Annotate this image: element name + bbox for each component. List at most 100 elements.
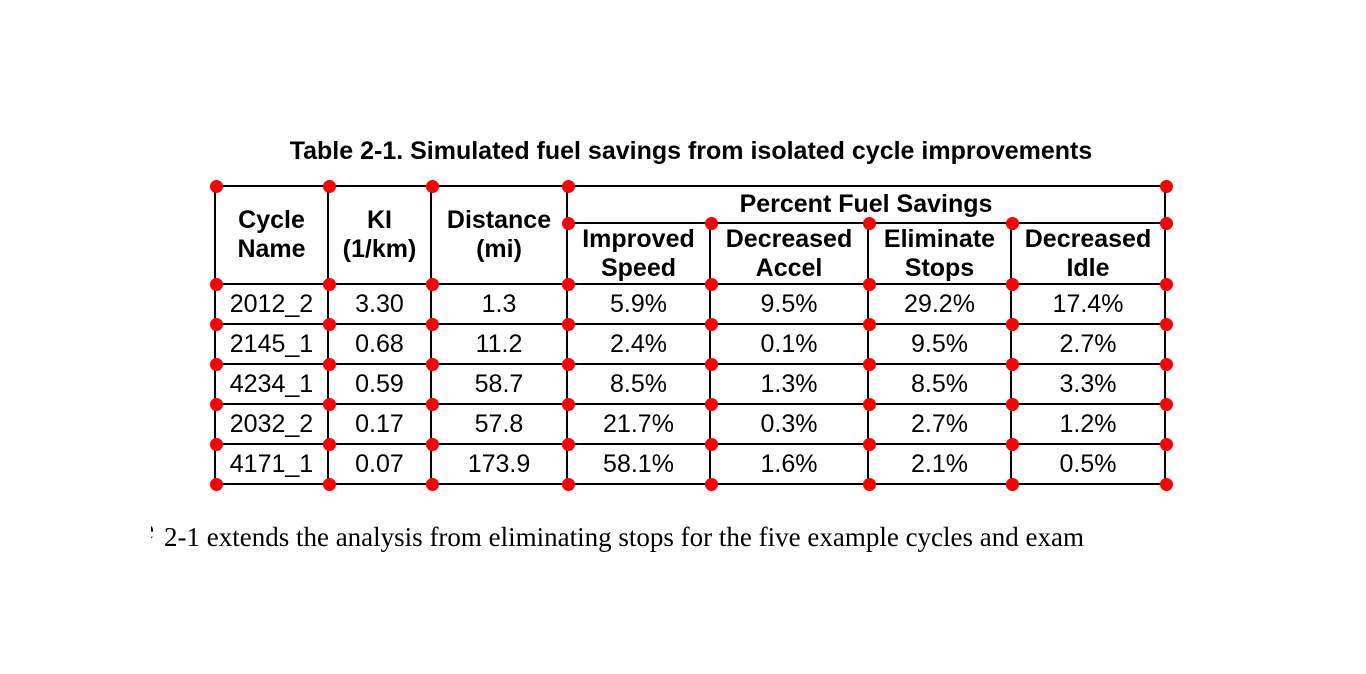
grid-marker-dot <box>209 477 223 491</box>
grid-marker-dot <box>209 437 223 451</box>
grid-marker-dot <box>862 317 876 331</box>
grid-marker-dot <box>561 397 575 411</box>
grid-marker-dot <box>862 277 876 291</box>
table-cell: 2.1% <box>867 443 1012 485</box>
grid-marker-dot <box>561 317 575 331</box>
grid-marker-dot <box>561 477 575 491</box>
grid-marker-dot <box>1005 397 1019 411</box>
grid-marker-dot <box>322 397 336 411</box>
table-cell: 2.4% <box>566 323 711 365</box>
table-cell: 2032_2 <box>214 403 329 445</box>
grid-marker-dot <box>561 277 575 291</box>
grid-marker-dot <box>561 179 575 193</box>
grid-marker-dot <box>1159 437 1173 451</box>
table-cell: 0.68 <box>327 323 432 365</box>
table-cell: 173.9 <box>430 443 568 485</box>
grid-marker-dot <box>1159 179 1173 193</box>
table-caption: Table 2-1. Simulated fuel savings from i… <box>289 137 1093 165</box>
header-cell-improved-speed: Improved Speed <box>566 222 711 285</box>
grid-marker-dot <box>322 437 336 451</box>
grid-marker-dot <box>1005 216 1019 230</box>
grid-marker-dot <box>1159 216 1173 230</box>
grid-marker-dot <box>862 216 876 230</box>
grid-marker-dot <box>209 277 223 291</box>
grid-marker-dot <box>704 216 718 230</box>
grid-marker-dot <box>1159 277 1173 291</box>
grid-marker-dot <box>425 357 439 371</box>
table-row: 4234_1 0.59 58.7 8.5% 1.3% 8.5% 3.3% <box>214 363 1166 405</box>
grid-marker-dot <box>209 317 223 331</box>
grid-marker-dot <box>425 317 439 331</box>
table-cell: 58.1% <box>566 443 711 485</box>
grid-marker-dot <box>1159 477 1173 491</box>
clipped-character: e <box>151 512 156 546</box>
grid-marker-dot <box>1159 317 1173 331</box>
table-row: 2032_2 0.17 57.8 21.7% 0.3% 2.7% 1.2% <box>214 403 1166 445</box>
table-cell: 0.59 <box>327 363 432 405</box>
table-cell: 4171_1 <box>214 443 329 485</box>
grid-marker-dot <box>1005 277 1019 291</box>
table-cell: 21.7% <box>566 403 711 445</box>
table-cell: 3.30 <box>327 283 432 325</box>
header-cell-distance: Distance (mi) <box>430 185 568 285</box>
grid-marker-dot <box>209 397 223 411</box>
grid-marker-dot <box>322 477 336 491</box>
table-cell: 8.5% <box>867 363 1012 405</box>
grid-marker-dot <box>209 357 223 371</box>
grid-marker-dot <box>704 317 718 331</box>
grid-marker-dot <box>704 397 718 411</box>
grid-marker-dot <box>1005 477 1019 491</box>
grid-marker-dot <box>1159 397 1173 411</box>
grid-marker-dot <box>561 216 575 230</box>
grid-marker-dot <box>425 437 439 451</box>
table-cell: 2.7% <box>867 403 1012 445</box>
table-row: 2145_1 0.68 11.2 2.4% 0.1% 9.5% 2.7% <box>214 323 1166 365</box>
table-cell: 2.7% <box>1010 323 1166 365</box>
body-text: 2-1 extends the analysis from eliminatin… <box>164 522 1084 552</box>
grid-marker-dot <box>425 477 439 491</box>
table-cell: 2145_1 <box>214 323 329 365</box>
table-cell: 4234_1 <box>214 363 329 405</box>
grid-marker-dot <box>862 357 876 371</box>
fuel-savings-table: Cycle Name KI (1/km) Distance (mi) Perce… <box>214 185 1166 485</box>
grid-marker-dot <box>561 437 575 451</box>
grid-marker-dot <box>425 277 439 291</box>
table-cell: 1.6% <box>709 443 869 485</box>
table-cell: 29.2% <box>867 283 1012 325</box>
table-cell: 1.2% <box>1010 403 1166 445</box>
grid-marker-dot <box>862 397 876 411</box>
table-cell: 1.3% <box>709 363 869 405</box>
grid-marker-dot <box>704 357 718 371</box>
grid-marker-dot <box>322 317 336 331</box>
table-cell: 0.17 <box>327 403 432 445</box>
grid-marker-dot <box>862 477 876 491</box>
header-cell-decreased-accel: Decreased Accel <box>709 222 869 285</box>
header-cell-eliminate-stops: Eliminate Stops <box>867 222 1012 285</box>
table-cell: 8.5% <box>566 363 711 405</box>
grid-marker-dot <box>322 277 336 291</box>
grid-marker-dot <box>1159 357 1173 371</box>
table-row: 2012_2 3.30 1.3 5.9% 9.5% 29.2% 17.4% <box>214 283 1166 325</box>
table-cell: 57.8 <box>430 403 568 445</box>
table-cell: 2012_2 <box>214 283 329 325</box>
table-cell: 3.3% <box>1010 363 1166 405</box>
table-cell: 58.7 <box>430 363 568 405</box>
grid-marker-dot <box>1005 357 1019 371</box>
grid-marker-dot <box>1005 317 1019 331</box>
table-cell: 0.1% <box>709 323 869 365</box>
header-cell-decreased-idle: Decreased Idle <box>1010 222 1166 285</box>
grid-marker-dot <box>561 357 575 371</box>
table-cell: 9.5% <box>867 323 1012 365</box>
grid-marker-dot <box>704 477 718 491</box>
table-header-row-top: Cycle Name KI (1/km) Distance (mi) Perce… <box>214 185 1166 285</box>
table-cell: 11.2 <box>430 323 568 365</box>
grid-marker-dot <box>704 277 718 291</box>
grid-marker-dot <box>322 179 336 193</box>
grid-marker-dot <box>209 179 223 193</box>
table-row: 4171_1 0.07 173.9 58.1% 1.6% 2.1% 0.5% <box>214 443 1166 485</box>
table-cell: 9.5% <box>709 283 869 325</box>
table-cell: 17.4% <box>1010 283 1166 325</box>
table-cell: 1.3 <box>430 283 568 325</box>
table-cell: 5.9% <box>566 283 711 325</box>
